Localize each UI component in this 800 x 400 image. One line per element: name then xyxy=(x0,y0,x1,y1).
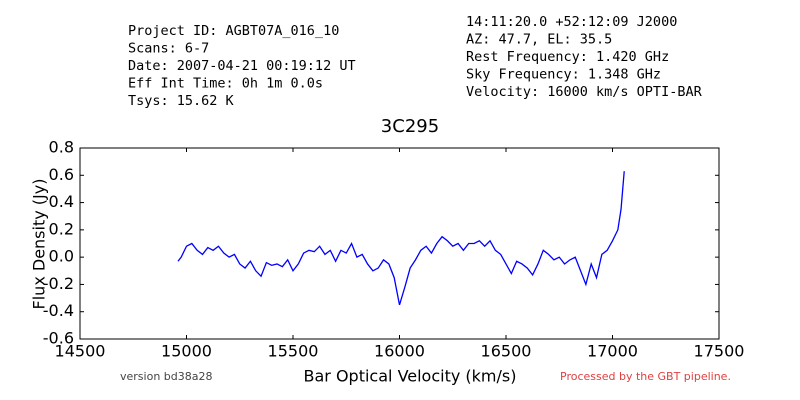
chart-title: 3C295 xyxy=(381,116,439,137)
info-line: Sky Frequency: 1.348 GHz xyxy=(466,67,661,83)
footer-version: version bd38a28 xyxy=(120,370,213,383)
info-line: AZ: 47.7, EL: 35.5 xyxy=(466,32,612,48)
y-tick-label: 0.2 xyxy=(49,219,74,238)
footer-pipeline: Processed by the GBT pipeline. xyxy=(560,370,731,383)
y-tick-label: 0.0 xyxy=(49,247,74,266)
spectrum-line xyxy=(177,171,625,306)
info-line: Eff Int Time: 0h 1m 0.0s xyxy=(128,76,323,92)
info-line: Velocity: 16000 km/s OPTI-BAR xyxy=(466,84,703,100)
x-tick-label: 17000 xyxy=(587,342,638,361)
info-line: Date: 2007-04-21 00:19:12 UT xyxy=(128,58,356,74)
info-line: Rest Frequency: 1.420 GHz xyxy=(466,49,669,65)
info-line: 14:11:20.0 +52:12:09 J2000 xyxy=(466,14,677,30)
y-tick-label: -0.2 xyxy=(43,274,74,293)
x-tick-label: 16500 xyxy=(481,342,532,361)
y-axis-label: Flux Density (Jy) xyxy=(30,179,49,310)
info-line: Project ID: AGBT07A_016_10 xyxy=(128,23,339,39)
x-tick-label: 17500 xyxy=(694,342,745,361)
x-tick-label: 16000 xyxy=(374,342,425,361)
y-tick-label: 0.8 xyxy=(49,138,74,157)
y-tick-label: 0.4 xyxy=(49,192,74,211)
y-tick-label: -0.4 xyxy=(43,301,74,320)
info-line: Tsys: 15.62 K xyxy=(128,93,235,109)
x-tick-label: 15000 xyxy=(161,342,212,361)
x-tick-label: 15500 xyxy=(268,342,319,361)
x-tick-label: 14500 xyxy=(55,342,106,361)
info-line: Scans: 6-7 xyxy=(128,41,209,57)
y-tick-label: -0.6 xyxy=(43,329,74,348)
y-tick-label: 0.6 xyxy=(49,165,74,184)
x-axis-label: Bar Optical Velocity (km/s) xyxy=(304,367,517,386)
